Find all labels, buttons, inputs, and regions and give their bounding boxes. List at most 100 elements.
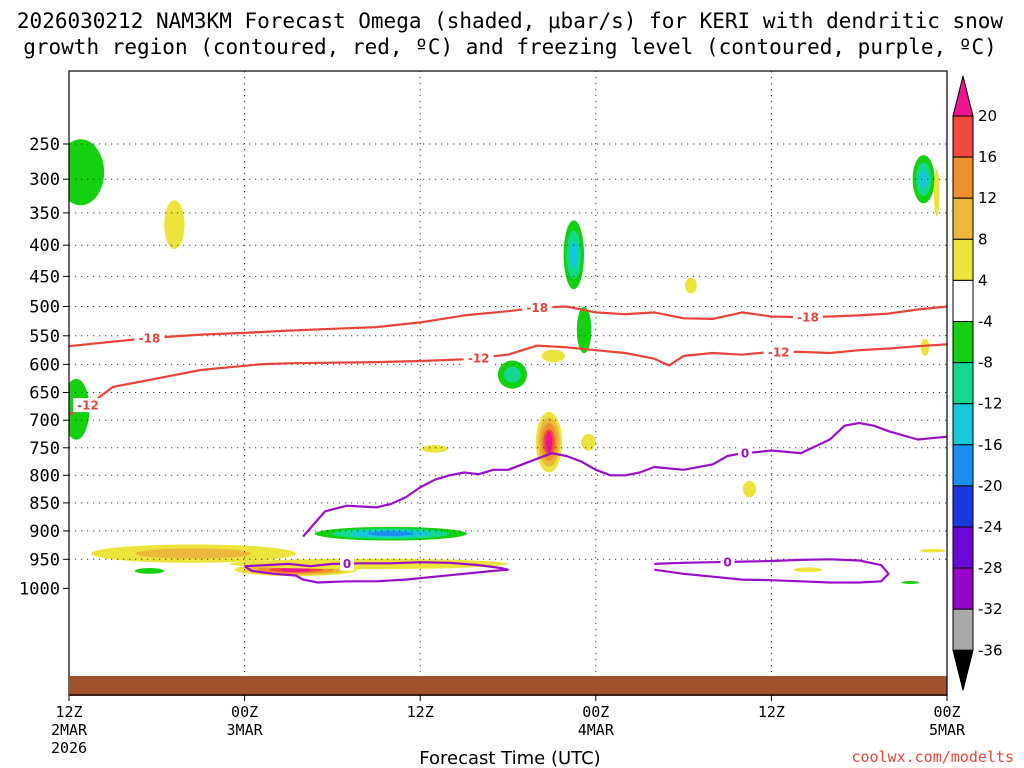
omega-cell-9-level--8 xyxy=(504,366,521,383)
colorbar-label-8: -16 xyxy=(978,436,1003,454)
colorbar-box-6 xyxy=(952,362,974,405)
colorbar-label-7: -12 xyxy=(978,395,1003,413)
contour-label-2-0: 0 xyxy=(741,447,749,461)
omega-cell-17-level-4 xyxy=(793,567,823,572)
omega-cell-7-level--4 xyxy=(134,568,165,574)
colorbar-label-4: 4 xyxy=(978,271,988,289)
contour-line-4 xyxy=(654,558,890,584)
omega-cell-11-level--4 xyxy=(576,306,592,354)
colorbar-box-12 xyxy=(952,608,974,651)
pressure-axis: 250 300 350 400 450 500 550 600 650 700 750 800 850 9… xyxy=(19,135,69,599)
colorbar-label-2: 12 xyxy=(978,189,997,207)
plot-frame xyxy=(68,70,948,696)
x-tick-date-0: 2MAR xyxy=(51,721,88,739)
contour-label-bg-2-0 xyxy=(738,446,753,460)
y-tick-label-700: 700 xyxy=(29,411,60,431)
contour-label-bg-0-1 xyxy=(522,300,553,315)
colorbar-box-1 xyxy=(952,156,974,199)
colorbar-label-13: -36 xyxy=(978,641,1003,659)
omega-cell-0-level--4 xyxy=(69,139,105,206)
y-tick-label-850: 850 xyxy=(29,494,60,514)
colorbar-label-10: -24 xyxy=(978,518,1003,536)
omega-cell-15-level-4 xyxy=(685,277,697,294)
y-tick-label-500: 500 xyxy=(29,298,60,318)
y-tick-label-900: 900 xyxy=(29,522,60,542)
contour-label-1-1: -12 xyxy=(468,351,490,365)
contour-label-bg-0-2 xyxy=(793,310,823,324)
colorbar-label-12: -32 xyxy=(978,600,1003,618)
contour-label-bg-1-1 xyxy=(463,350,494,365)
contour-line-0 xyxy=(69,305,947,348)
x-tick-label-36: 00Z xyxy=(582,703,609,721)
x-tick-year-0: 2026 xyxy=(51,739,87,757)
x-tick-date-36: 4MAR xyxy=(578,721,615,739)
colorbar-label-11: -28 xyxy=(978,559,1003,577)
colorbar-box-4 xyxy=(952,279,974,322)
x-tick-label-0: 12Z xyxy=(55,703,82,721)
colorbar-box-8 xyxy=(952,444,974,487)
colorbar-box-7 xyxy=(952,403,974,446)
omega-cell-19-level-4 xyxy=(933,169,940,217)
x-tick-date-60: 5MAR xyxy=(929,721,966,739)
omega-cell-14-level-4 xyxy=(581,433,596,451)
y-tick-label-450: 450 xyxy=(29,267,60,287)
colorbar-box-2 xyxy=(952,197,974,240)
contour-line-3 xyxy=(244,561,510,584)
colorbar-box-10 xyxy=(952,526,974,569)
plot-area: -18 -18 -18 -12 -12 -12 0 0 0 xyxy=(68,70,948,696)
x-tick-label-12: 00Z xyxy=(231,703,258,721)
contour-label-bg-0-0 xyxy=(134,331,165,346)
colorbar-box-3 xyxy=(952,238,974,281)
chart-title-line2: growth region (contoured, red, ºC) and f… xyxy=(23,35,997,59)
contour-label-1-0: -12 xyxy=(77,399,99,413)
colorbar-max-triangle xyxy=(952,75,974,117)
colorbar-label-9: -20 xyxy=(978,477,1003,495)
omega-cell-18-level--12 xyxy=(919,169,928,189)
colorbar-label-1: 16 xyxy=(978,148,997,166)
y-tick-label-250: 250 xyxy=(29,135,60,155)
colorbar-label-6: -8 xyxy=(978,354,993,372)
x-tick-label-60: 00Z xyxy=(933,703,960,721)
colorbar-label-5: -4 xyxy=(978,313,993,331)
omega-cell-4-level-20 xyxy=(280,567,311,572)
contour-label-bg-3-0 xyxy=(340,556,354,571)
y-tick-label-350: 350 xyxy=(29,204,60,224)
y-tick-label-550: 550 xyxy=(29,327,60,347)
contour-label-bg-4-0 xyxy=(720,554,735,569)
colorbar-box-11 xyxy=(952,567,974,610)
omega-cell-20-level-4 xyxy=(920,338,930,356)
colorbar-min-triangle xyxy=(952,649,974,691)
contour-label-4-0: 0 xyxy=(723,555,731,569)
y-tick-label-300: 300 xyxy=(29,170,60,190)
x-tick-date-12: 3MAR xyxy=(227,721,264,739)
temperature-contours: -18 -18 -18 -12 -12 -12 0 0 0 xyxy=(69,300,947,584)
x-tick-label-24: 12Z xyxy=(407,703,434,721)
omega-cell-16-level-4 xyxy=(742,480,757,498)
y-tick-label-1000: 1000 xyxy=(19,579,60,599)
chart-title-line1: 2026030212 NAM3KM Forecast Omega (shaded… xyxy=(17,9,1004,33)
contour-line-2 xyxy=(302,421,947,538)
contour-label-0-2: -18 xyxy=(797,311,819,325)
omega-cell-13-level-4 xyxy=(541,349,566,363)
colorbar-box-9 xyxy=(952,485,974,528)
contour-label-0-1: -18 xyxy=(526,301,548,315)
contour-label-bg-1-0 xyxy=(73,398,103,413)
omega-colorbar: 20 16 12 8 4 -4 -8 -12 -16 -20 -24 -28 -32 -36 xyxy=(952,75,1003,691)
colorbar-box-0 xyxy=(952,115,974,158)
omega-cell-10-level--12 xyxy=(569,241,578,269)
contour-label-3-0: 0 xyxy=(343,557,351,571)
omega-cell-22-level--4 xyxy=(901,581,920,584)
omega-cell-8-level-4 xyxy=(421,445,448,453)
x-tick-label-48: 12Z xyxy=(758,703,785,721)
omega-cell-3-level-8 xyxy=(135,548,252,559)
colorbar-label-0: 20 xyxy=(978,107,997,125)
gridlines xyxy=(69,71,947,695)
contour-line-1 xyxy=(69,343,947,416)
y-tick-label-650: 650 xyxy=(29,384,60,404)
colorbar-label-3: 8 xyxy=(978,230,988,248)
omega-cell-2-level-4 xyxy=(164,200,185,250)
y-tick-label-400: 400 xyxy=(29,236,60,256)
x-axis-label: Forecast Time (UTC) xyxy=(419,748,600,768)
